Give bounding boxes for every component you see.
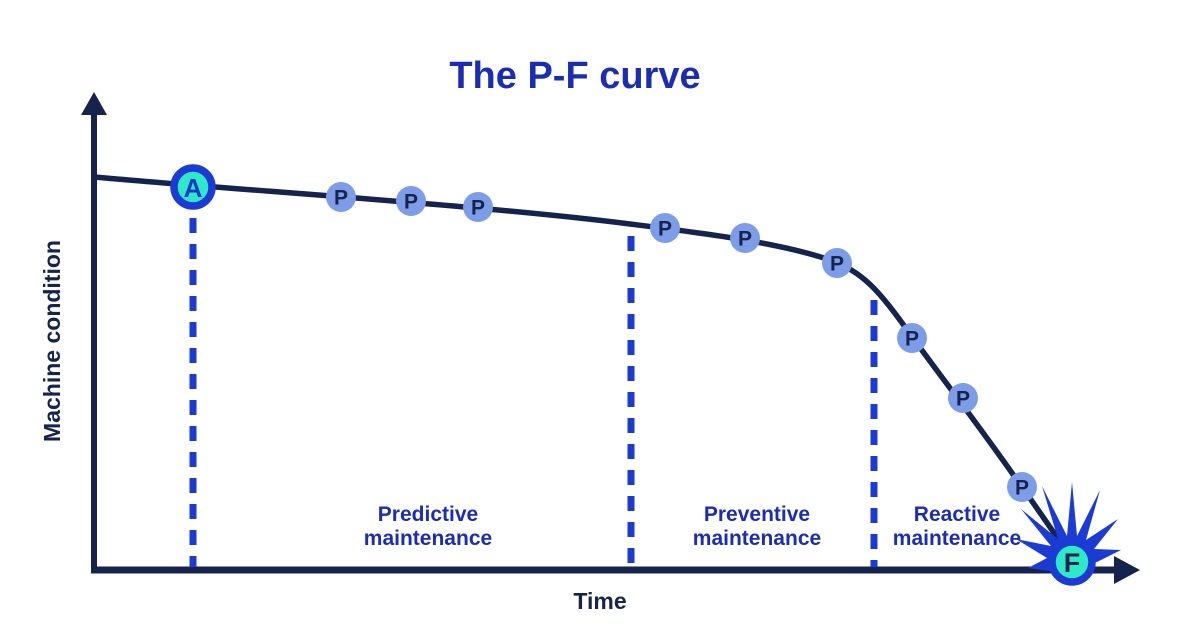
x-axis-label: Time [573, 588, 626, 614]
region-label-preventive: Preventive maintenance [693, 503, 821, 550]
chart-title: The P-F curve [449, 55, 700, 97]
p-markers: P P P P P P P P P [326, 182, 1037, 502]
region-label-line: maintenance [693, 527, 821, 550]
a-marker: A [170, 164, 216, 210]
p-marker-circle [1007, 472, 1037, 502]
explosion-icon [1016, 482, 1121, 571]
p-marker-label: P [905, 328, 919, 351]
region-label-line: maintenance [893, 527, 1021, 550]
x-axis-arrow-icon [1114, 556, 1140, 584]
y-axis-arrow-icon [81, 92, 107, 115]
pf-curve-line [91, 174, 1066, 549]
p-marker-label: P [658, 218, 672, 241]
a-marker-circle [170, 164, 216, 210]
p-marker-label: P [830, 253, 844, 276]
p-marker-label: P [738, 228, 752, 251]
p-marker-circle [650, 213, 680, 243]
region-label-line: Preventive [704, 503, 810, 526]
p-marker-circle [463, 192, 493, 222]
p-marker-circle [396, 186, 426, 216]
y-axis: Machine condition [39, 92, 107, 573]
p-marker-label: P [471, 197, 485, 220]
p-marker-label: P [1015, 477, 1029, 500]
region-label-predictive: Predictive maintenance [364, 503, 492, 550]
region-label-reactive: Reactive maintenance [893, 503, 1021, 550]
p-marker-circle [326, 182, 356, 212]
p-marker-circle [948, 383, 978, 413]
p-marker-label: P [956, 388, 970, 411]
p-marker-label: P [334, 187, 348, 210]
f-marker-circle [1048, 538, 1096, 586]
region-label-line: Reactive [914, 503, 1000, 526]
p-marker-circle [730, 223, 760, 253]
x-axis: Time [91, 566, 1114, 614]
region-label-line: Predictive [378, 503, 478, 526]
f-marker-label: F [1064, 548, 1081, 578]
p-marker-circle [897, 323, 927, 353]
p-marker-label: P [404, 191, 418, 214]
y-axis-label: Machine condition [39, 240, 65, 442]
a-marker-label: A [184, 173, 203, 203]
f-marker: F [1048, 538, 1096, 586]
region-label-line: maintenance [364, 527, 492, 550]
p-marker-circle [822, 248, 852, 278]
